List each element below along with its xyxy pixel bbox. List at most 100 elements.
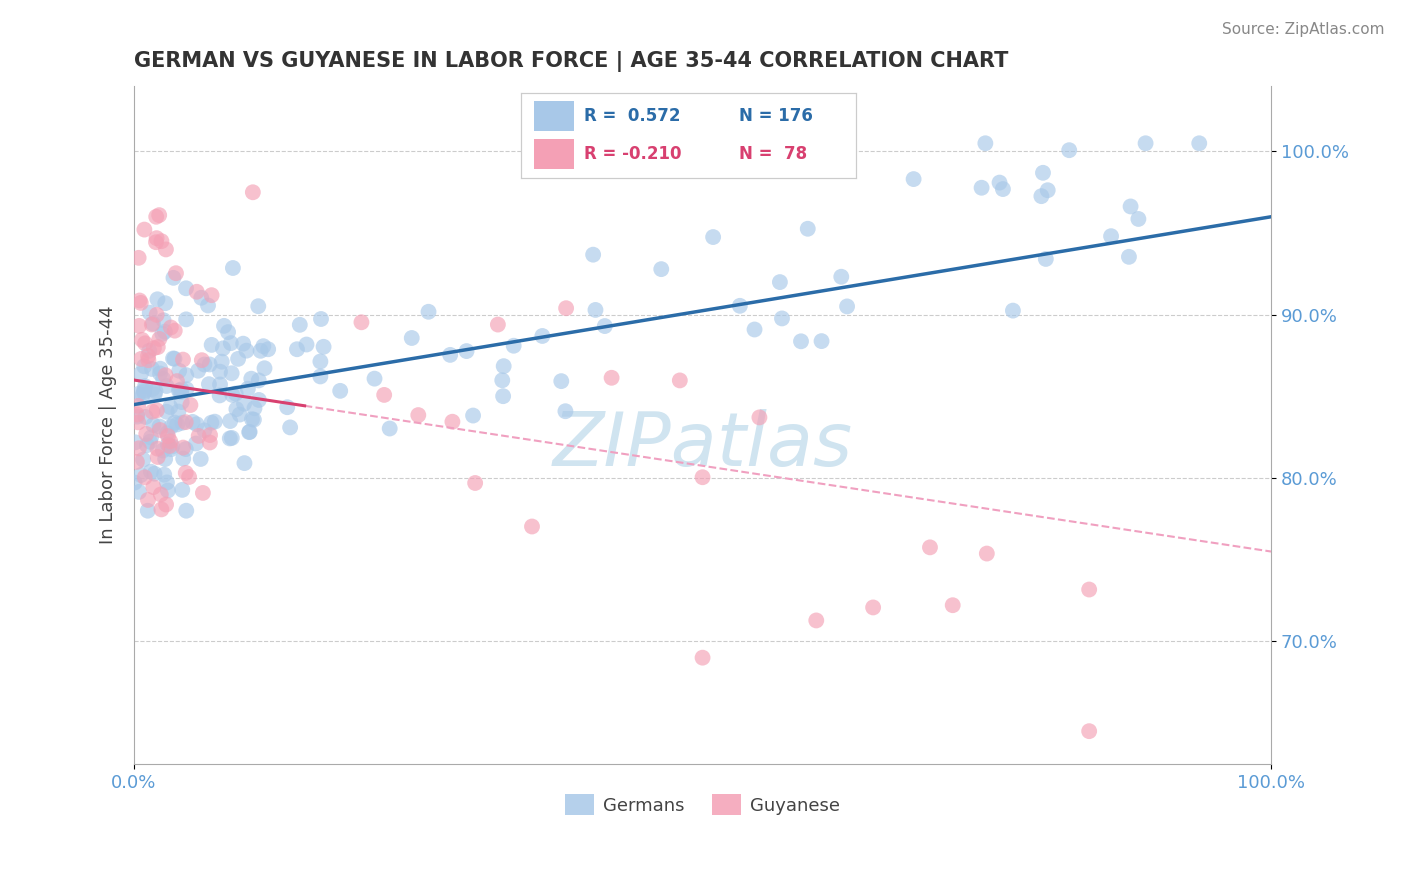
Point — [187, 364, 209, 378]
Point — [464, 475, 486, 490]
Point — [159, 434, 181, 449]
Point — [247, 392, 270, 407]
Point — [165, 266, 187, 280]
Point — [186, 417, 208, 432]
Point — [309, 369, 332, 384]
Point — [585, 302, 607, 317]
Point — [152, 313, 174, 327]
Point — [174, 281, 197, 295]
Point — [309, 312, 332, 326]
Point — [1118, 250, 1140, 264]
Point — [145, 384, 167, 399]
Point — [1078, 724, 1101, 739]
Point — [156, 426, 179, 441]
Point — [160, 320, 183, 334]
Point — [135, 409, 157, 424]
Point — [1188, 136, 1211, 151]
Point — [418, 305, 440, 319]
Point — [167, 364, 190, 378]
Point — [918, 541, 941, 555]
Point — [492, 359, 515, 373]
Point — [191, 486, 214, 500]
Point — [669, 373, 692, 387]
Point — [131, 333, 153, 347]
Point — [770, 311, 793, 326]
Point — [550, 374, 572, 388]
Point — [329, 384, 352, 398]
Point — [970, 180, 993, 194]
Point — [408, 408, 430, 422]
Text: ZIPatlas: ZIPatlas — [553, 409, 852, 482]
Point — [295, 337, 318, 351]
Point — [167, 384, 190, 398]
Point — [401, 331, 423, 345]
Point — [830, 269, 852, 284]
Point — [252, 339, 274, 353]
Point — [790, 334, 813, 349]
Point — [145, 210, 167, 224]
Point — [163, 324, 186, 338]
Point — [247, 299, 270, 313]
Point — [218, 431, 240, 445]
Point — [702, 230, 724, 244]
Point — [249, 343, 271, 358]
Point — [974, 136, 997, 151]
Point — [198, 428, 221, 442]
Point — [135, 438, 157, 452]
Point — [191, 353, 214, 368]
Point — [139, 430, 162, 444]
Legend: Germans, Guyanese: Germans, Guyanese — [558, 788, 846, 822]
Point — [172, 441, 194, 455]
Point — [141, 404, 163, 418]
Point — [172, 451, 194, 466]
Point — [155, 296, 177, 310]
Point — [243, 401, 266, 416]
Point — [217, 325, 239, 339]
Point — [748, 410, 770, 425]
Point — [134, 336, 156, 351]
Point — [127, 409, 149, 424]
Point — [692, 650, 714, 665]
Point — [176, 382, 198, 396]
Point — [198, 377, 221, 392]
Point — [350, 315, 373, 329]
Point — [142, 341, 165, 355]
Point — [212, 318, 235, 333]
Point — [1035, 252, 1057, 266]
Point — [531, 329, 554, 343]
Point — [143, 467, 166, 481]
Point — [139, 465, 162, 479]
Point — [253, 361, 276, 376]
Point — [127, 387, 149, 401]
Point — [502, 339, 524, 353]
Point — [221, 388, 243, 402]
Point — [156, 483, 179, 498]
Point — [155, 379, 177, 393]
Point — [600, 371, 623, 385]
Point — [198, 358, 221, 372]
Point — [232, 336, 254, 351]
Point — [172, 352, 194, 367]
Point — [141, 318, 163, 332]
Point — [159, 439, 181, 453]
Point — [288, 318, 311, 332]
Point — [520, 519, 543, 533]
Point — [128, 442, 150, 456]
Point — [257, 343, 280, 357]
Point — [219, 336, 242, 351]
Text: Source: ZipAtlas.com: Source: ZipAtlas.com — [1222, 22, 1385, 37]
Point — [225, 402, 247, 417]
Point — [170, 382, 193, 396]
Point — [146, 442, 169, 456]
Point — [197, 298, 219, 312]
Point — [650, 262, 672, 277]
Point — [233, 397, 256, 411]
Point — [172, 416, 194, 430]
Point — [143, 387, 166, 401]
Point — [156, 405, 179, 419]
Point — [797, 221, 820, 235]
Point — [156, 437, 179, 451]
Point — [145, 308, 167, 322]
Point — [166, 374, 188, 388]
Point — [976, 547, 998, 561]
